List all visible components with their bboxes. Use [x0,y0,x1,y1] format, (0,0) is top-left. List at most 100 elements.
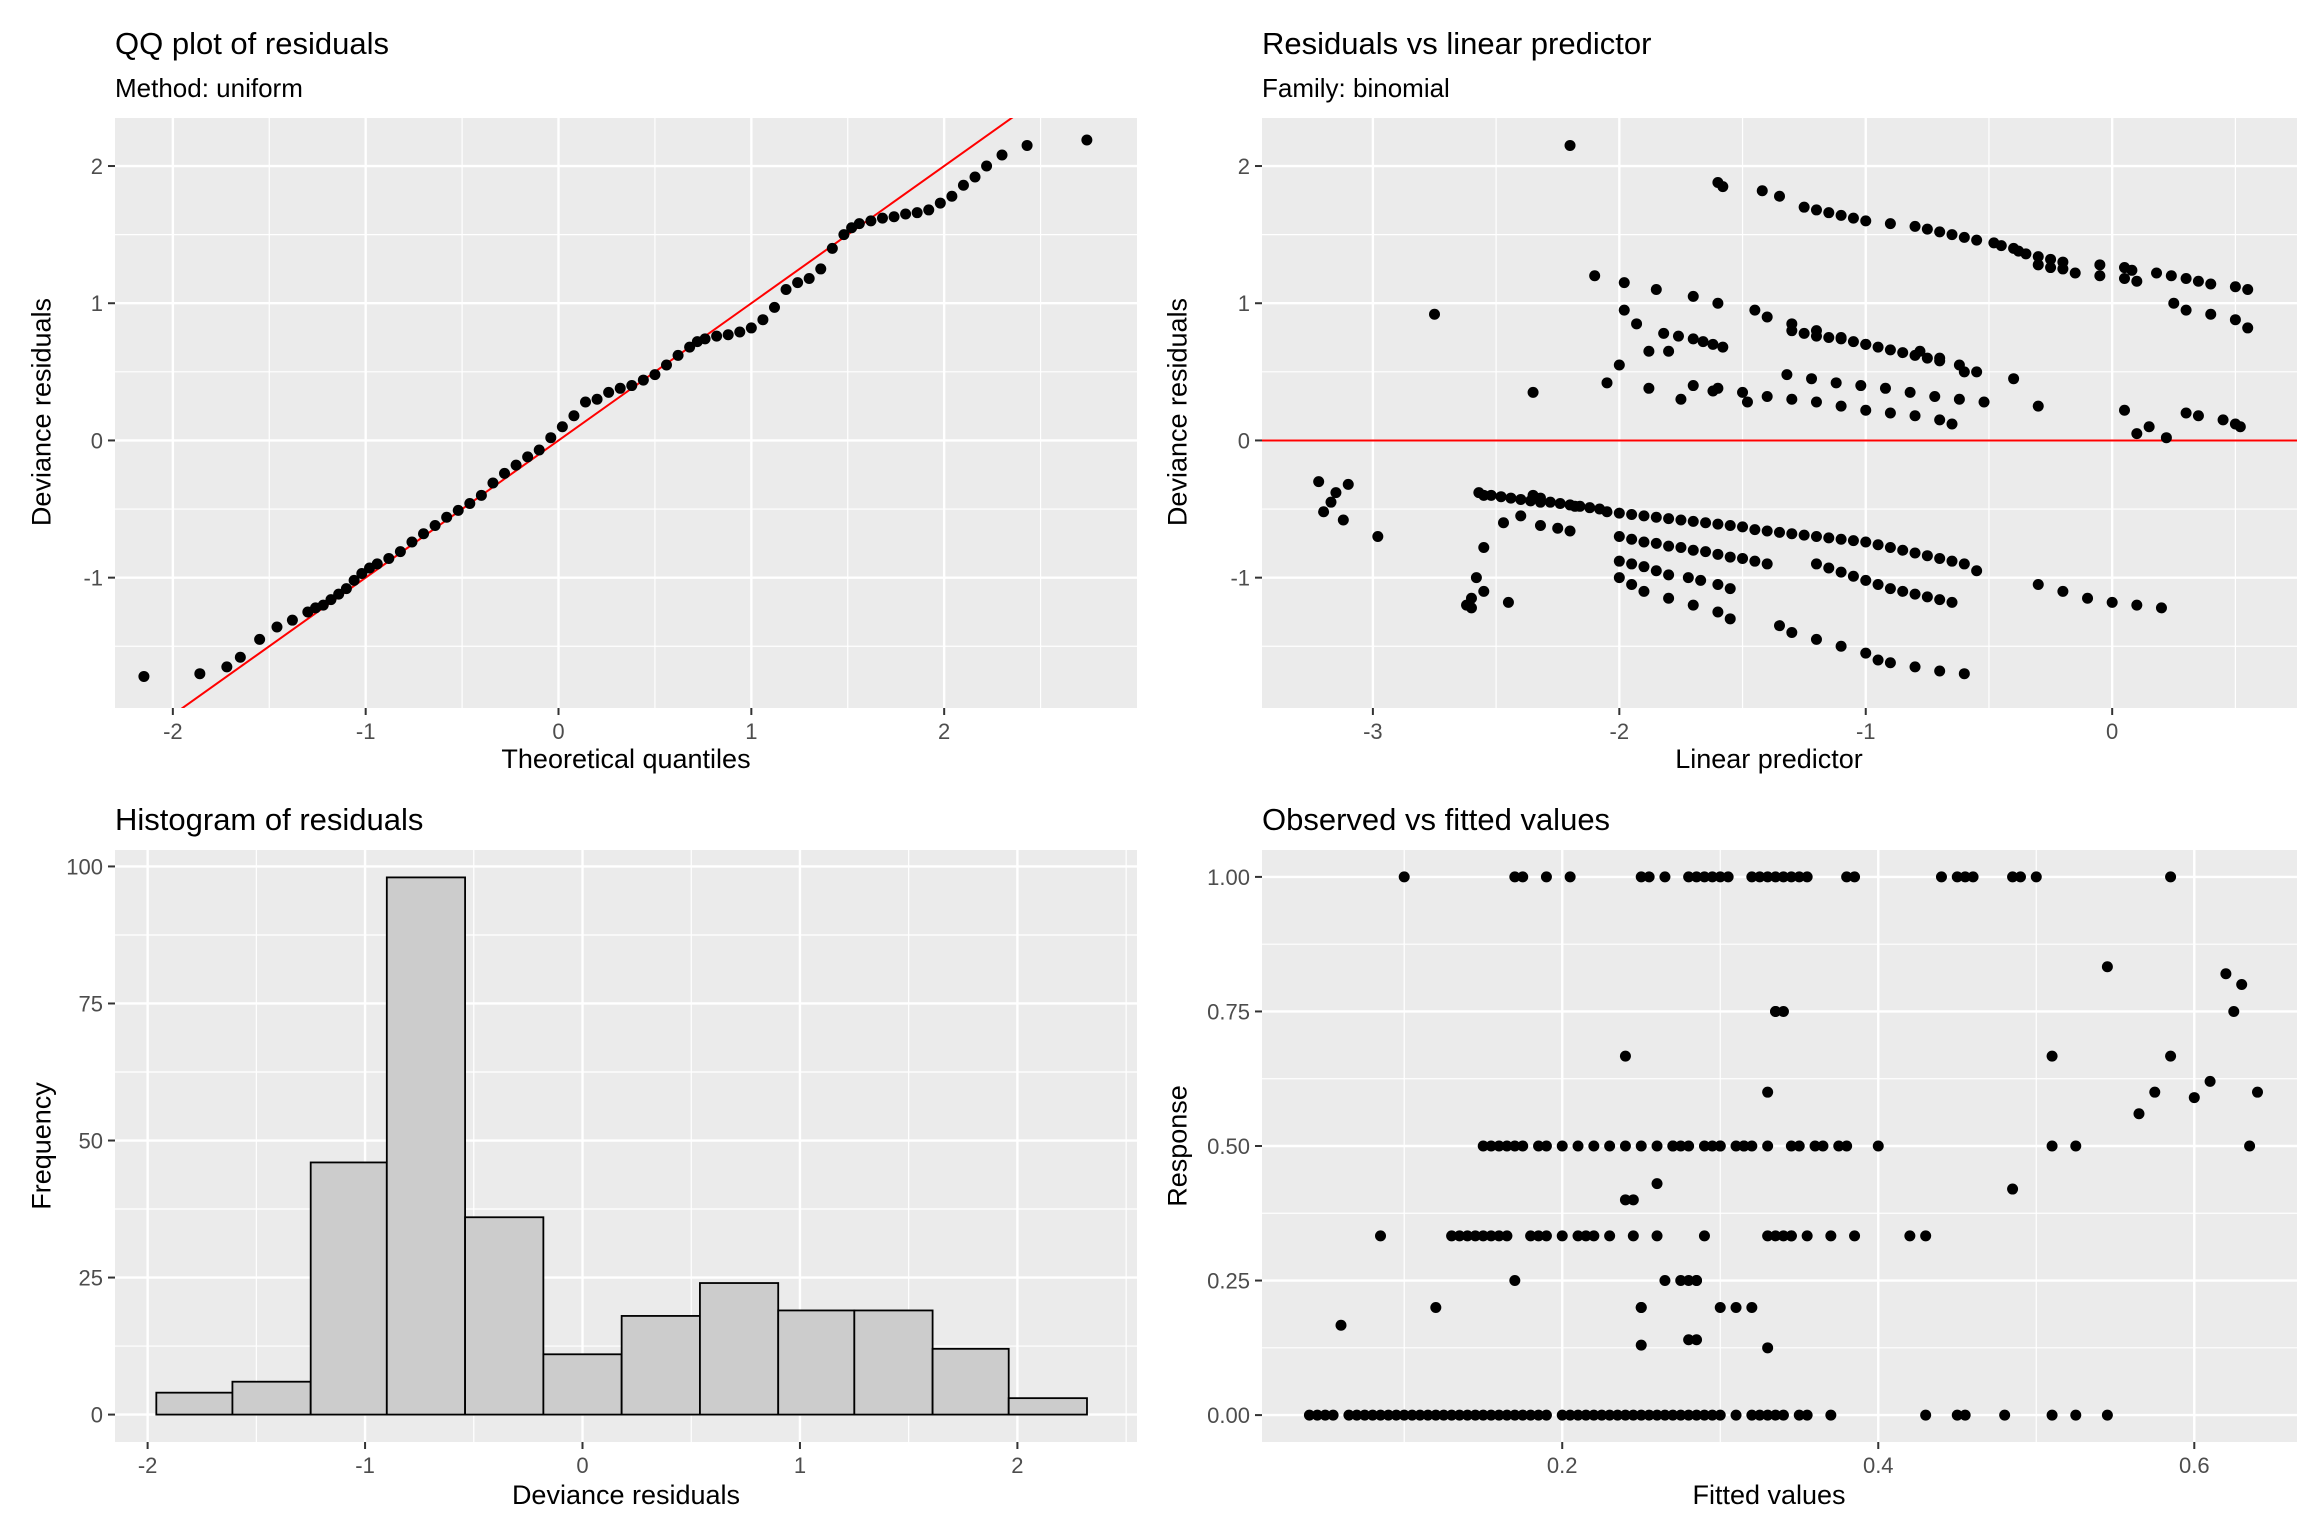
data-point [1572,1409,1584,1421]
data-point [1325,496,1337,508]
data-point [2020,248,2032,260]
data-point [603,386,615,398]
data-point [1738,1140,1750,1152]
data-point [1580,1230,1592,1242]
x-tick-label: 2 [938,719,950,744]
data-point [792,277,804,289]
data-point [1872,341,1884,353]
data-point [2008,373,2020,385]
data-point [1777,1005,1789,1017]
data-point [1485,1140,1497,1152]
data-point [1454,1409,1466,1421]
data-point [1667,1140,1679,1152]
data-point [803,273,815,285]
data-point [2057,256,2069,268]
data-point [1946,596,1958,608]
data-point [1781,369,1793,381]
data-point [464,498,476,510]
data-point [1635,1140,1647,1152]
data-point [1493,1409,1505,1421]
data-point [2143,421,2155,433]
data-point [1835,533,1847,545]
data-point [1971,234,1983,246]
data-point [1495,491,1507,503]
data-point [1897,347,1909,359]
data-point [1958,231,1970,243]
data-point [2180,407,2192,419]
data-point [271,621,283,633]
data-point [2234,421,2246,433]
x-tick-label: -2 [138,1453,158,1478]
x-tick-label: 0.4 [1863,1453,1894,1478]
data-point [1601,377,1613,389]
data-point [1564,871,1576,883]
histogram-bar [155,1391,234,1416]
observed-vs-fitted-x-axis-label: Fitted values [1692,1480,1846,1510]
data-point [1478,585,1490,597]
data-point [1706,1409,1718,1421]
data-point [637,374,649,386]
data-point [1626,533,1638,545]
data-point [1810,325,1822,337]
data-point [2131,428,2143,440]
data-point [1798,327,1810,339]
data-point [1643,871,1655,883]
data-point [1081,134,1093,146]
data-point [1722,871,1734,883]
data-point [1672,330,1684,342]
data-point [1687,544,1699,556]
data-point [1841,1140,1853,1152]
data-point [2180,304,2192,316]
data-point [1509,1140,1521,1152]
data-point [1823,207,1835,219]
data-point [1406,1409,1418,1421]
data-point [1375,1230,1387,1242]
data-point [1517,1140,1529,1152]
data-point [1774,526,1785,538]
data-point [1823,332,1835,344]
data-point [2165,1050,2177,1062]
residuals-vs-predictor-plot-area: -3 -2 -1 0 -1 0 1 2 [1230,118,2297,744]
data-point [1313,476,1325,488]
y-tick-label: 2 [91,154,103,179]
data-point [1872,539,1884,551]
data-point [1712,548,1724,560]
data-point [406,536,418,548]
data-point [138,670,150,682]
data-point [1810,633,1822,645]
data-point [1627,1194,1639,1206]
data-point [2244,1140,2256,1152]
data-point [2046,1409,2058,1421]
data-point [876,212,888,224]
data-point [1540,1230,1552,1242]
data-point [1509,1275,1521,1287]
data-point [1469,1409,1481,1421]
data-point [1493,1140,1505,1152]
data-point [1485,489,1497,501]
data-point [1786,528,1798,540]
data-point [1626,558,1638,570]
data-point [1860,338,1872,350]
data-point [1700,517,1712,529]
data-point [1544,496,1556,508]
data-point [1675,1409,1687,1421]
data-point [1921,352,1933,364]
data-point [1835,209,1847,221]
data-point [545,432,557,444]
data-point [1909,220,1921,232]
data-point [2014,871,2026,883]
data-point [2192,275,2204,287]
data-point [221,661,233,673]
data-point [1651,1409,1663,1421]
data-point [1921,223,1933,235]
data-point [1959,871,1971,883]
data-point [1327,1409,1339,1421]
data-point [1774,620,1785,632]
data-point [1663,513,1675,525]
data-point [1904,1230,1916,1242]
data-point [1650,284,1662,296]
data-point [1372,530,1384,542]
data-point [1798,529,1810,541]
data-point [1390,1409,1402,1421]
histogram-x-axis-label: Deviance residuals [511,1480,741,1510]
